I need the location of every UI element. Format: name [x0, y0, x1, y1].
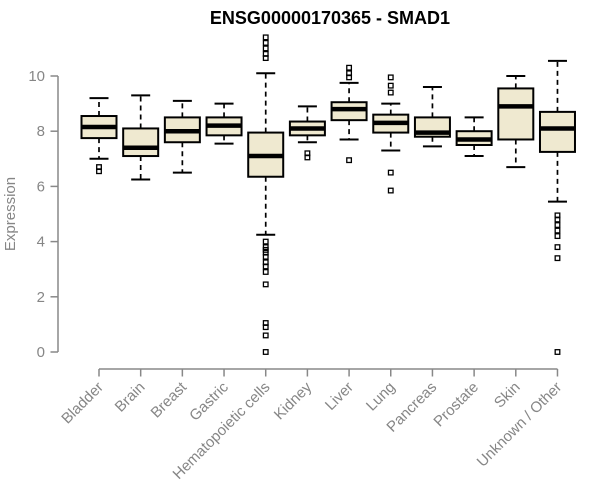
- boxplot-bladder: [80, 97, 118, 175]
- outlier-point: [262, 281, 269, 288]
- outlier-point: [262, 45, 269, 52]
- x-tick-label: Bladder: [58, 379, 107, 428]
- outlier-point: [262, 269, 269, 275]
- boxplot-kidney: [288, 105, 326, 161]
- outlier-point: [387, 74, 394, 81]
- y-axis-title: Expression: [2, 177, 19, 251]
- outlier-point: [262, 332, 269, 339]
- boxplot-lung: [372, 74, 410, 194]
- boxplot-prostate: [455, 116, 493, 158]
- outlier-point: [554, 227, 561, 234]
- outlier-point: [387, 169, 394, 176]
- x-tick-label: Skin: [491, 379, 524, 412]
- boxplot-breast: [163, 99, 201, 174]
- boxplot-gastric: [205, 102, 243, 145]
- y-tick-label: 8: [37, 123, 45, 140]
- x-tick-label: Breast: [148, 378, 191, 421]
- outlier-point: [262, 39, 269, 46]
- outlier-point: [387, 82, 394, 89]
- outlier-point: [387, 187, 394, 194]
- outlier-point: [262, 34, 269, 41]
- y-tick-label: 2: [37, 289, 45, 306]
- outlier-point: [387, 89, 394, 96]
- box: [538, 110, 576, 153]
- y-tick-label: 0: [37, 344, 45, 361]
- x-tick-label: Lung: [363, 379, 399, 415]
- outlier-point: [554, 222, 561, 228]
- outlier-point: [304, 154, 311, 161]
- boxplot-hematopoietic-cells: [247, 34, 285, 355]
- outlier-point: [96, 168, 102, 175]
- boxplot-pancreas: [413, 86, 451, 148]
- outlier-point: [554, 244, 561, 251]
- outlier-point: [346, 74, 353, 81]
- boxplot-liver: [330, 64, 368, 164]
- outlier-point: [554, 255, 561, 262]
- outlier-point: [262, 238, 269, 245]
- outlier-point: [262, 263, 269, 270]
- outlier-point: [346, 64, 353, 71]
- chart-title: ENSG00000170365 - SMAD1: [210, 8, 450, 28]
- y-tick-label: 6: [37, 178, 45, 195]
- outlier-point: [554, 349, 561, 355]
- outlier-point: [262, 349, 269, 355]
- box: [122, 127, 160, 158]
- y-tick-label: 10: [28, 68, 45, 85]
- x-tick-label: Kidney: [271, 378, 316, 423]
- box: [497, 87, 535, 141]
- y-tick-label: 4: [37, 234, 45, 251]
- x-tick-label: Brain: [112, 379, 149, 416]
- x-tick-label: Prostate: [430, 379, 482, 431]
- boxplot-brain: [122, 94, 160, 181]
- outlier-point: [554, 216, 561, 223]
- outlier-point: [554, 233, 561, 240]
- outlier-point: [262, 324, 269, 331]
- outlier-point: [262, 55, 269, 62]
- x-tick-label: Liver: [322, 379, 357, 414]
- boxplot-skin: [497, 75, 535, 169]
- boxplot-unknown-other: [538, 59, 576, 355]
- outlier-point: [346, 157, 353, 164]
- outlier-point: [262, 253, 269, 260]
